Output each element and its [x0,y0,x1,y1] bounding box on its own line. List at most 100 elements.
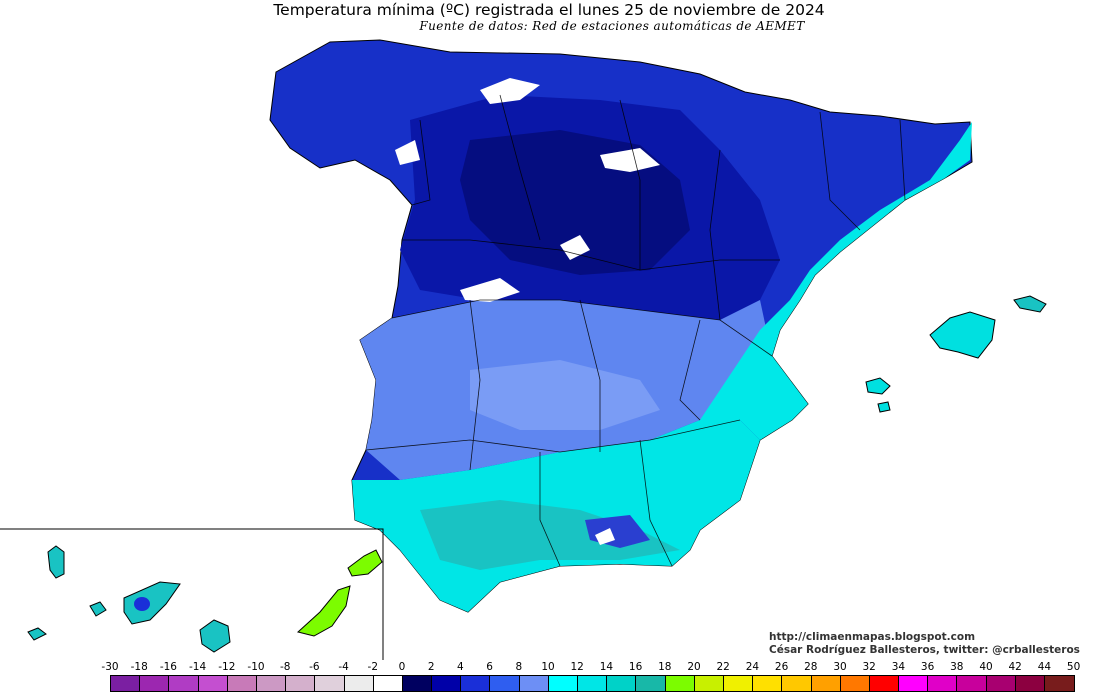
legend-tick-label: -16 [159,661,177,673]
legend-tick-label: 0 [398,661,406,673]
legend-tick-label: 2 [427,661,435,673]
legend-tick-label: -30 [101,661,119,673]
legend-swatch [548,676,578,691]
legend-swatch [111,676,141,691]
legend-swatch [519,676,549,691]
tenerife [123,581,181,625]
balearic-islands [865,295,1047,413]
mallorca [929,311,996,359]
legend-swatch [928,676,958,691]
map-title: Temperatura mínima (ºC) registrada el lu… [273,1,825,19]
legend-tick-label: 28 [804,661,818,673]
author-credit: César Rodríguez Ballesteros, twitter: @c… [769,644,1080,656]
legend-swatch [665,676,695,691]
legend-tick-label: 44 [1037,661,1052,673]
legend-tick-label: 14 [599,661,614,673]
mediterranean-coast-mild [700,122,972,440]
legend-swatch [986,676,1016,691]
legend-swatch [1015,676,1045,691]
legend-tick-label: 40 [979,661,993,673]
legend-tick-label: 42 [1008,661,1022,673]
menorca [1013,295,1047,313]
legend-tick-label: 10 [541,661,555,673]
legend-labels: -30 -18 -16 -14 -12 -10 -8 -6 -4 -2 0 2 4 6 8 10 12 14 16 1… [0,661,1098,675]
legend-swatch [490,676,520,691]
legend-tick-label: 16 [628,661,643,673]
legend-swatch [227,676,257,691]
legend-tick-label: 18 [658,661,672,673]
northwest-white-patch [395,140,420,165]
legend-swatch [723,676,754,691]
legend-tick-label: 22 [716,661,730,673]
legend-swatch [607,676,637,691]
legend-tick-label: -2 [367,661,379,673]
legend-swatch [286,676,316,691]
legend-swatch [432,676,462,691]
legend-swatch [402,676,433,691]
iberian-white-patch [600,148,660,172]
central-light-area [470,360,660,430]
fuerteventura [296,585,351,637]
legend-swatch [1045,676,1075,691]
legend-tick-label: 26 [774,661,789,673]
cantabrian-white-patch [480,78,540,104]
guadalquivir-teal [420,500,680,570]
legend-tick-label: 20 [687,661,701,673]
teide-cold [134,597,150,611]
legend-tick-label: -18 [130,661,148,673]
legend-swatch [753,676,783,691]
legend-swatch [198,676,228,691]
legend-swatch [315,676,345,691]
blog-url: http://climaenmapas.blogspot.com [769,631,976,643]
legend-swatch [373,676,403,691]
legend-tick-label: 50 [1066,661,1081,673]
legend-swatch [957,676,987,691]
legend-swatch [899,676,929,691]
iberian-peninsula [269,39,973,613]
gredos-white-patch [460,278,520,302]
legend-tick-label: 34 [891,661,906,673]
legend-tick-label: -12 [218,661,236,673]
canary-inset [0,528,384,660]
la-palma [47,545,65,579]
legend-swatch [578,676,608,691]
legend-swatch [811,676,841,691]
la-gomera [89,601,107,617]
formentera [877,401,891,413]
legend-tick-label: -6 [309,661,320,673]
legend-swatch [636,676,666,691]
map-subtitle: Fuente de datos: Red de estaciones autom… [419,19,805,33]
legend-tick-label: 38 [950,661,964,673]
legend-swatch [256,676,287,691]
inset-frame [0,528,384,660]
legend-tick-label: -4 [338,661,349,673]
ibiza [865,377,891,395]
gran-canaria [199,619,231,653]
legend-tick-label: 8 [515,661,523,673]
color-legend [110,675,1076,692]
legend-swatch [140,676,170,691]
legend-swatch [344,676,374,691]
legend-swatch [840,676,870,691]
legend-swatch [869,676,900,691]
sierra-nevada-white-patch [595,528,615,545]
legend-tick-label: -14 [189,661,207,673]
legend-swatch [694,676,724,691]
region-borders [365,94,906,567]
legend-tick-label: 6 [486,661,493,673]
legend-tick-label: 36 [920,661,935,673]
lanzarote [347,549,383,577]
legend-tick-label: 12 [570,661,584,673]
legend-tick-label: -8 [279,661,291,673]
legend-tick-label: -10 [247,661,265,673]
central-system-white-patch [560,235,590,260]
legend-tick-label: 30 [833,661,847,673]
legend-tick-label: 24 [745,661,760,673]
el-hierro [27,627,47,641]
legend-swatch [169,676,199,691]
credits: http://climaenmapas.blogspot.com César R… [769,631,1080,657]
legend-swatch [782,676,812,691]
legend-tick-label: 4 [457,661,464,673]
legend-swatch [461,676,491,691]
legend-tick-label: 32 [862,661,876,673]
